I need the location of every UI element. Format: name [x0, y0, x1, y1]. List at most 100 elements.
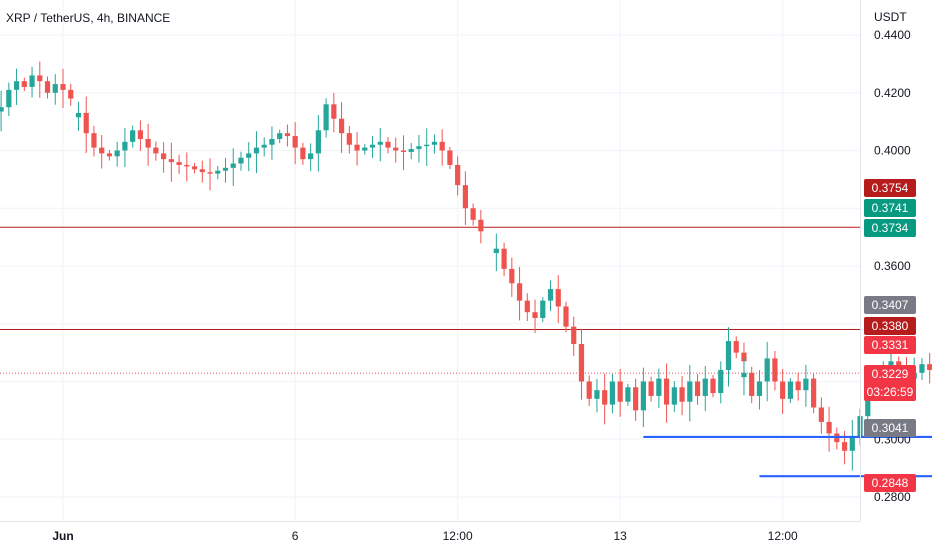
candle[interactable]: [439, 129, 445, 166]
candle[interactable]: [424, 128, 430, 166]
candle[interactable]: [114, 141, 120, 167]
candle[interactable]: [60, 68, 66, 109]
candle[interactable]: [393, 137, 399, 163]
candle[interactable]: [516, 266, 523, 321]
candle[interactable]: [21, 77, 27, 92]
horizontal-levels[interactable]: [0, 226, 860, 331]
candle[interactable]: [749, 366, 755, 404]
candle[interactable]: [787, 378, 794, 403]
candle[interactable]: [315, 115, 321, 172]
candle[interactable]: [927, 352, 932, 384]
price-axis[interactable]: USDT 0.44000.42000.40000.36000.30000.280…: [860, 0, 912, 521]
candle[interactable]: [803, 364, 809, 407]
candle[interactable]: [323, 98, 329, 138]
candle[interactable]: [153, 141, 159, 161]
candle[interactable]: [246, 142, 252, 172]
candle[interactable]: [694, 374, 701, 405]
candle[interactable]: [106, 149, 113, 161]
candle[interactable]: [13, 68, 20, 105]
support-lines[interactable]: [643, 435, 932, 478]
candle[interactable]: [137, 120, 143, 151]
candle[interactable]: [919, 358, 925, 381]
candle[interactable]: [555, 275, 561, 324]
candle[interactable]: [532, 299, 538, 334]
candle[interactable]: [369, 136, 376, 159]
candle[interactable]: [191, 162, 198, 174]
candle[interactable]: [780, 368, 786, 414]
candle[interactable]: [346, 125, 352, 154]
candle[interactable]: [300, 142, 306, 165]
candle[interactable]: [764, 341, 770, 402]
candle[interactable]: [679, 376, 685, 416]
candle[interactable]: [501, 242, 507, 277]
candle[interactable]: [6, 82, 12, 117]
candle[interactable]: [563, 301, 569, 333]
candles[interactable]: [0, 61, 932, 471]
candle[interactable]: [277, 129, 283, 144]
candle[interactable]: [609, 374, 616, 414]
candle[interactable]: [811, 373, 817, 414]
candle[interactable]: [222, 157, 229, 183]
candle[interactable]: [431, 134, 438, 154]
candle[interactable]: [130, 125, 136, 148]
candle[interactable]: [269, 126, 275, 160]
candle[interactable]: [52, 74, 58, 105]
candle[interactable]: [818, 397, 824, 434]
candle[interactable]: [725, 327, 732, 387]
candle[interactable]: [83, 96, 89, 153]
candle[interactable]: [230, 148, 236, 187]
candle[interactable]: [633, 378, 639, 421]
candle[interactable]: [176, 154, 182, 174]
candle[interactable]: [625, 383, 631, 406]
candle[interactable]: [362, 144, 368, 155]
candle[interactable]: [447, 147, 453, 170]
candle[interactable]: [509, 257, 515, 297]
candle[interactable]: [826, 406, 832, 452]
candle[interactable]: [408, 142, 414, 160]
candle[interactable]: [578, 328, 585, 400]
candle[interactable]: [400, 135, 407, 171]
candle[interactable]: [455, 156, 461, 196]
candle[interactable]: [470, 203, 476, 226]
candle[interactable]: [547, 280, 554, 312]
candle[interactable]: [416, 134, 422, 163]
candle[interactable]: [586, 375, 592, 407]
candle[interactable]: [687, 365, 693, 422]
candle[interactable]: [741, 357, 747, 396]
candle[interactable]: [292, 122, 298, 165]
candle[interactable]: [385, 137, 391, 154]
candle[interactable]: [702, 366, 708, 412]
candle[interactable]: [75, 101, 82, 131]
candle[interactable]: [145, 123, 151, 166]
candle[interactable]: [710, 375, 716, 398]
candle[interactable]: [160, 142, 167, 173]
candle[interactable]: [493, 233, 499, 272]
candle[interactable]: [671, 381, 677, 412]
candle[interactable]: [44, 76, 51, 99]
candle[interactable]: [571, 316, 577, 356]
candle[interactable]: [594, 378, 600, 413]
candle[interactable]: [377, 127, 383, 162]
candle[interactable]: [462, 171, 468, 225]
candle[interactable]: [37, 61, 43, 98]
candle[interactable]: [168, 142, 174, 182]
candle[interactable]: [849, 419, 855, 471]
candle[interactable]: [795, 372, 801, 401]
candle[interactable]: [354, 132, 360, 166]
candle[interactable]: [478, 209, 484, 244]
candle[interactable]: [640, 367, 646, 428]
candle[interactable]: [199, 160, 205, 183]
candle[interactable]: [756, 370, 763, 410]
candle[interactable]: [338, 102, 345, 153]
candle[interactable]: [122, 127, 128, 168]
candle[interactable]: [253, 131, 260, 174]
candle[interactable]: [602, 373, 608, 425]
candle[interactable]: [215, 165, 221, 180]
candle[interactable]: [91, 125, 97, 157]
candle[interactable]: [68, 83, 74, 106]
candle[interactable]: [718, 361, 724, 404]
candle[interactable]: [0, 90, 4, 132]
candle[interactable]: [648, 376, 654, 402]
